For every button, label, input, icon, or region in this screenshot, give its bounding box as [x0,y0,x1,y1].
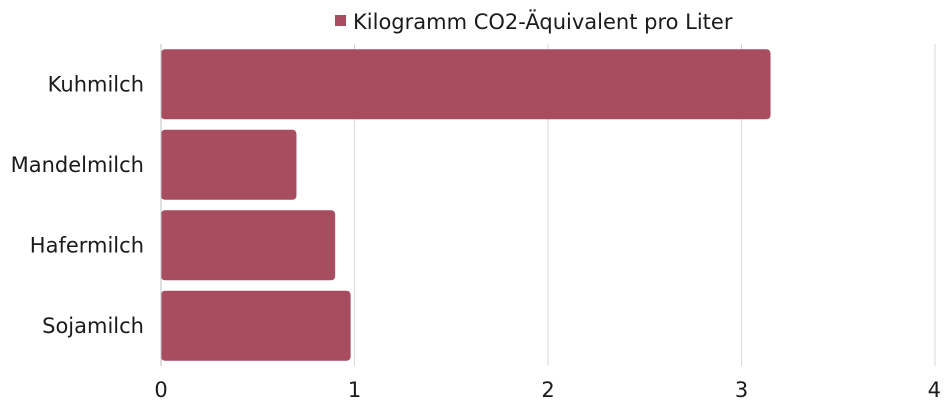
category-label: Hafermilch [30,233,144,257]
bar-hafermilch [161,210,336,281]
category-label: Mandelmilch [11,153,144,177]
x-axis-tick-labels: 0 1 2 3 4 [154,378,941,402]
x-tick-label: 1 [348,378,361,402]
bar-sojamilch [161,290,351,361]
category-label: Sojamilch [42,314,144,338]
x-tick-label: 3 [735,378,748,402]
bars [161,49,771,361]
x-tick-label: 0 [154,378,167,402]
bar-kuhmilch [161,49,771,120]
category-labels: Kuhmilch Mandelmilch Hafermilch Sojamilch [11,72,144,338]
legend-swatch [335,15,346,26]
x-tick-label: 2 [541,378,554,402]
x-tick-label: 4 [928,378,941,402]
category-label: Kuhmilch [48,72,144,96]
legend: Kilogramm CO2-Äquivalent pro Liter [335,9,733,34]
bar-mandelmilch [161,129,297,200]
legend-label: Kilogramm CO2-Äquivalent pro Liter [353,9,733,34]
